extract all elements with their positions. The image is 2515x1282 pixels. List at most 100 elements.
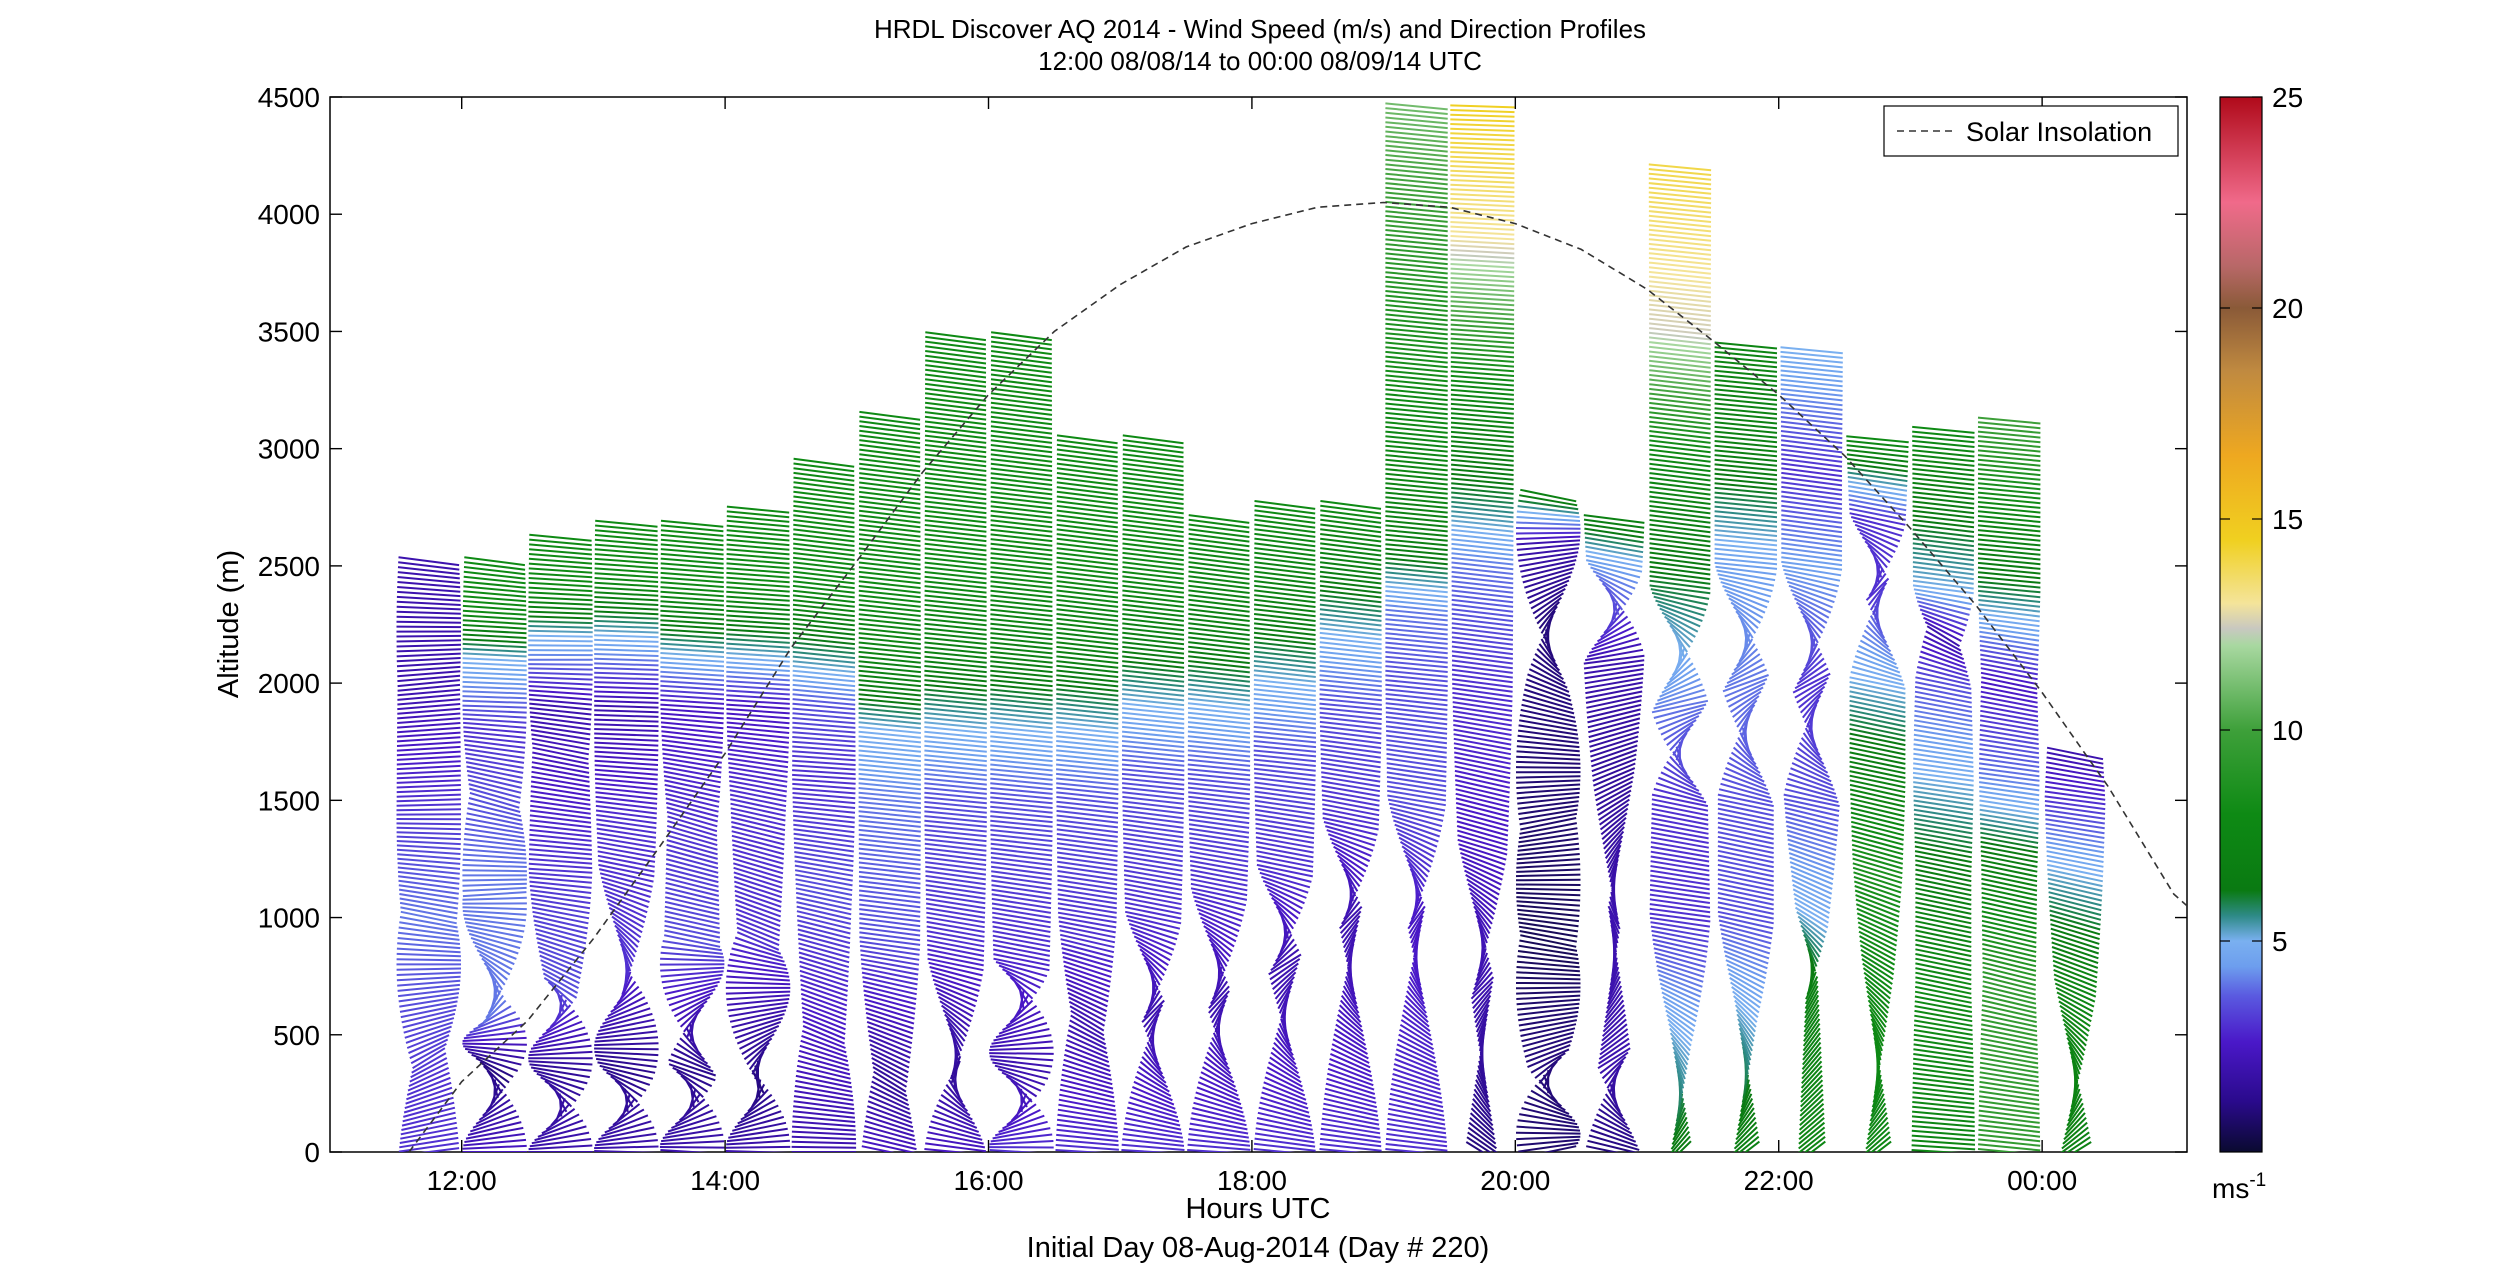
wind-barb (1648, 214, 1712, 223)
wind-barb (462, 717, 527, 724)
wind-barb (1781, 532, 1843, 543)
wind-barb (1794, 677, 1829, 699)
wind-barb (1849, 760, 1906, 775)
wind-barb (1187, 711, 1251, 721)
wind-barb (1385, 280, 1448, 289)
wind-barb (1780, 355, 1843, 364)
wind-barb (1451, 440, 1514, 448)
wind-barb (530, 790, 591, 802)
wind-barb (726, 721, 790, 730)
wind-barb (858, 542, 921, 552)
wind-barb (795, 882, 853, 896)
wind-barb (1798, 1117, 1825, 1140)
wind-barb (1912, 458, 1975, 467)
wind-barb (1122, 669, 1185, 678)
wind-barb (1601, 1018, 1627, 1042)
wind-barb (1655, 782, 1705, 800)
wind-barb (598, 1126, 655, 1141)
wind-barb (1648, 196, 1712, 205)
wind-barb (796, 901, 852, 916)
wind-barb (1868, 572, 1887, 597)
wind-barb (1387, 1117, 1446, 1130)
wind-barb (1662, 996, 1698, 1018)
wind-barb (595, 786, 658, 796)
wind-barb (1652, 938, 1708, 953)
wind-barb (1714, 435, 1778, 444)
wind-barb (1385, 458, 1448, 467)
wind-barb (924, 777, 987, 786)
wind-barb (1534, 653, 1563, 676)
wind-barb (1670, 1126, 1690, 1150)
wind-barb (1256, 859, 1314, 873)
wind-barb (1660, 987, 1700, 1008)
wind-barb (726, 590, 790, 598)
wind-barb (1320, 762, 1381, 773)
wind-barb (2048, 891, 2102, 907)
wind-barb (1787, 838, 1836, 856)
wind-barb (463, 590, 527, 598)
wind-barb (1915, 887, 1972, 901)
wind-barb (726, 505, 790, 514)
wind-barb (1649, 490, 1711, 501)
wind-barb (1450, 113, 1515, 118)
wind-barb (1254, 509, 1316, 520)
wind-barb (1385, 468, 1448, 477)
wind-barb (1648, 200, 1712, 209)
wind-barb (1319, 1137, 1382, 1148)
wind-barb (990, 805, 1053, 814)
wind-barb (1385, 618, 1448, 627)
wind-barb (1188, 641, 1250, 651)
wind-barb (596, 836, 656, 849)
wind-barb (1649, 411, 1711, 421)
wind-barb (1253, 683, 1316, 692)
wind-barb (1385, 341, 1448, 350)
wind-barb (859, 898, 921, 909)
wind-barb (1253, 636, 1316, 646)
wind-barb (1649, 518, 1711, 529)
wind-barb (795, 887, 853, 901)
wind-barb (594, 1050, 659, 1057)
wind-barb (2048, 886, 2103, 902)
wind-barb (465, 1126, 524, 1140)
wind-barb (925, 368, 987, 379)
wind-barb (1385, 491, 1448, 500)
wind-barb (1738, 1135, 1760, 1152)
wind-barb (990, 1040, 1053, 1048)
wind-barb (2053, 968, 2097, 989)
wind-barb (660, 670, 725, 677)
wind-barb (1385, 472, 1448, 481)
wind-barb (2049, 918, 2101, 936)
wind-barb (1451, 664, 1513, 674)
wind-barb (534, 928, 587, 945)
wind-barb (1858, 930, 1897, 952)
wind-barb (2049, 904, 2102, 921)
wind-barb (1206, 1051, 1232, 1075)
wind-barb (594, 557, 658, 565)
wind-barb (858, 707, 921, 716)
wind-barb (1143, 1051, 1164, 1075)
wind-barb (1600, 812, 1628, 836)
wind-barb (660, 721, 724, 730)
wind-barb (990, 420, 1053, 430)
wind-barb (1122, 721, 1185, 730)
wind-barb (401, 1116, 457, 1131)
wind-barb (1385, 275, 1448, 284)
wind-barb (1211, 1037, 1227, 1061)
wind-barb (1385, 693, 1448, 702)
wind-barb (1672, 1046, 1688, 1071)
wind-barb (859, 936, 921, 946)
wind-barb (1649, 523, 1711, 534)
wind-barb (1253, 1142, 1316, 1152)
wind-barb (1532, 658, 1564, 681)
wind-barb (858, 556, 921, 566)
wind-barb (1799, 1088, 1824, 1112)
wind-barb (407, 1071, 450, 1092)
wind-barb (1253, 740, 1317, 749)
wind-barb (1781, 495, 1843, 506)
wind-barb (1914, 714, 1973, 727)
wind-barb (1450, 435, 1514, 443)
wind-barb (1914, 990, 1972, 1004)
wind-barb (1254, 504, 1316, 515)
wind-barb (2045, 766, 2105, 779)
wind-barb (1979, 752, 2040, 764)
